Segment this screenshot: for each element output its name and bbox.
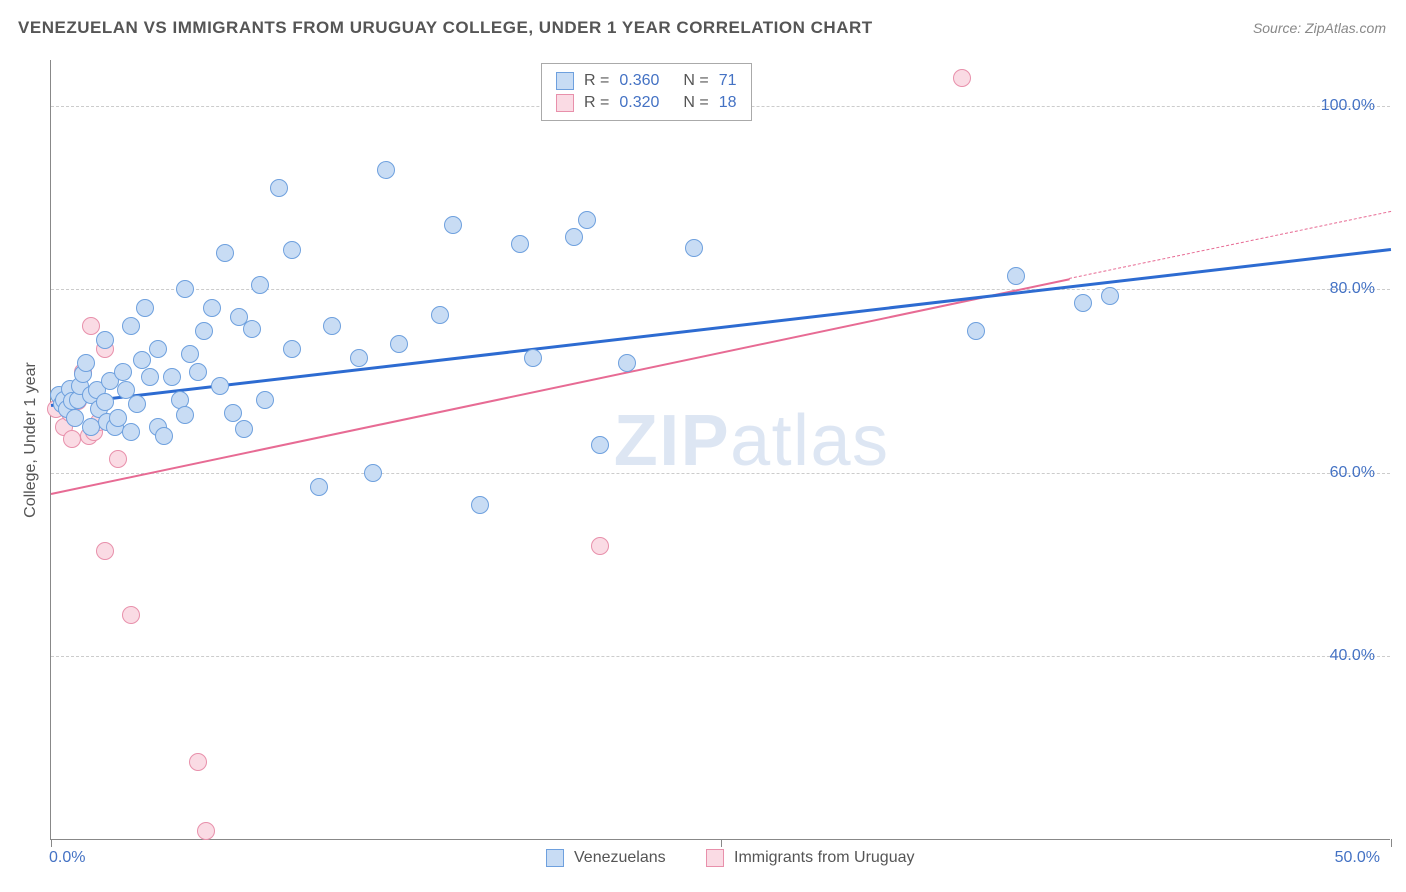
legend-label: Immigrants from Uruguay (734, 849, 915, 867)
data-point (197, 822, 215, 840)
data-point (524, 349, 542, 367)
data-point (141, 368, 159, 386)
n-value: 71 (719, 72, 737, 90)
n-value: 18 (719, 94, 737, 112)
data-point (163, 368, 181, 386)
data-point (176, 406, 194, 424)
data-point (96, 393, 114, 411)
data-point (364, 464, 382, 482)
stats-row: R = 0.360 N = 71 (556, 70, 737, 92)
data-point (155, 427, 173, 445)
data-point (565, 228, 583, 246)
bottom-legend-item: Immigrants from Uruguay (706, 849, 915, 867)
data-point (591, 537, 609, 555)
data-point (618, 354, 636, 372)
bottom-legend-item: Venezuelans (546, 849, 666, 867)
data-point (149, 340, 167, 358)
x-tick (721, 839, 722, 847)
correlation-chart: VENEZUELAN VS IMMIGRANTS FROM URUGUAY CO… (0, 0, 1406, 892)
data-point (270, 179, 288, 197)
data-point (251, 276, 269, 294)
plot-area: 40.0%60.0%80.0%100.0%0.0%50.0%ZIPatlasR … (50, 60, 1390, 840)
data-point (235, 420, 253, 438)
data-point (77, 354, 95, 372)
data-point (323, 317, 341, 335)
data-point (1074, 294, 1092, 312)
n-label: N = (683, 94, 708, 112)
data-point (390, 335, 408, 353)
data-point (1007, 267, 1025, 285)
legend-swatch (556, 72, 574, 90)
data-point (953, 69, 971, 87)
data-point (133, 351, 151, 369)
data-point (128, 395, 146, 413)
data-point (114, 363, 132, 381)
source-attribution: Source: ZipAtlas.com (1253, 20, 1386, 36)
data-point (243, 320, 261, 338)
gridline-horizontal (51, 656, 1390, 657)
chart-title: VENEZUELAN VS IMMIGRANTS FROM URUGUAY CO… (18, 18, 873, 38)
y-tick-label: 100.0% (1321, 97, 1375, 115)
data-point (1101, 287, 1119, 305)
legend-label: Venezuelans (574, 849, 666, 867)
data-point (122, 423, 140, 441)
data-point (377, 161, 395, 179)
data-point (256, 391, 274, 409)
r-label: R = (584, 72, 609, 90)
x-tick-label: 0.0% (49, 849, 85, 867)
stats-row: R = 0.320 N = 18 (556, 92, 737, 114)
data-point (216, 244, 234, 262)
data-point (122, 317, 140, 335)
x-tick-label: 50.0% (1335, 849, 1380, 867)
stats-legend-box: R = 0.360 N = 71 R = 0.320 N = 18 (541, 63, 752, 121)
data-point (283, 241, 301, 259)
data-point (350, 349, 368, 367)
data-point (63, 430, 81, 448)
watermark: ZIPatlas (614, 400, 890, 482)
data-point (96, 331, 114, 349)
data-point (195, 322, 213, 340)
data-point (471, 496, 489, 514)
x-tick (1391, 839, 1392, 847)
legend-swatch (706, 849, 724, 867)
r-value: 0.360 (619, 72, 659, 90)
y-axis-label: College, Under 1 year (22, 362, 40, 518)
y-tick-label: 40.0% (1330, 647, 1375, 665)
legend-swatch (546, 849, 564, 867)
y-tick-label: 60.0% (1330, 464, 1375, 482)
data-point (189, 363, 207, 381)
data-point (310, 478, 328, 496)
data-point (189, 753, 207, 771)
data-point (283, 340, 301, 358)
n-label: N = (683, 72, 708, 90)
data-point (685, 239, 703, 257)
y-tick-label: 80.0% (1330, 280, 1375, 298)
x-tick (51, 839, 52, 847)
data-point (203, 299, 221, 317)
data-point (578, 211, 596, 229)
data-point (96, 542, 114, 560)
data-point (444, 216, 462, 234)
legend-swatch (556, 94, 574, 112)
data-point (176, 280, 194, 298)
r-label: R = (584, 94, 609, 112)
data-point (211, 377, 229, 395)
r-value: 0.320 (619, 94, 659, 112)
data-point (511, 235, 529, 253)
data-point (109, 450, 127, 468)
data-point (431, 306, 449, 324)
data-point (122, 606, 140, 624)
data-point (591, 436, 609, 454)
data-point (967, 322, 985, 340)
data-point (136, 299, 154, 317)
data-point (181, 345, 199, 363)
